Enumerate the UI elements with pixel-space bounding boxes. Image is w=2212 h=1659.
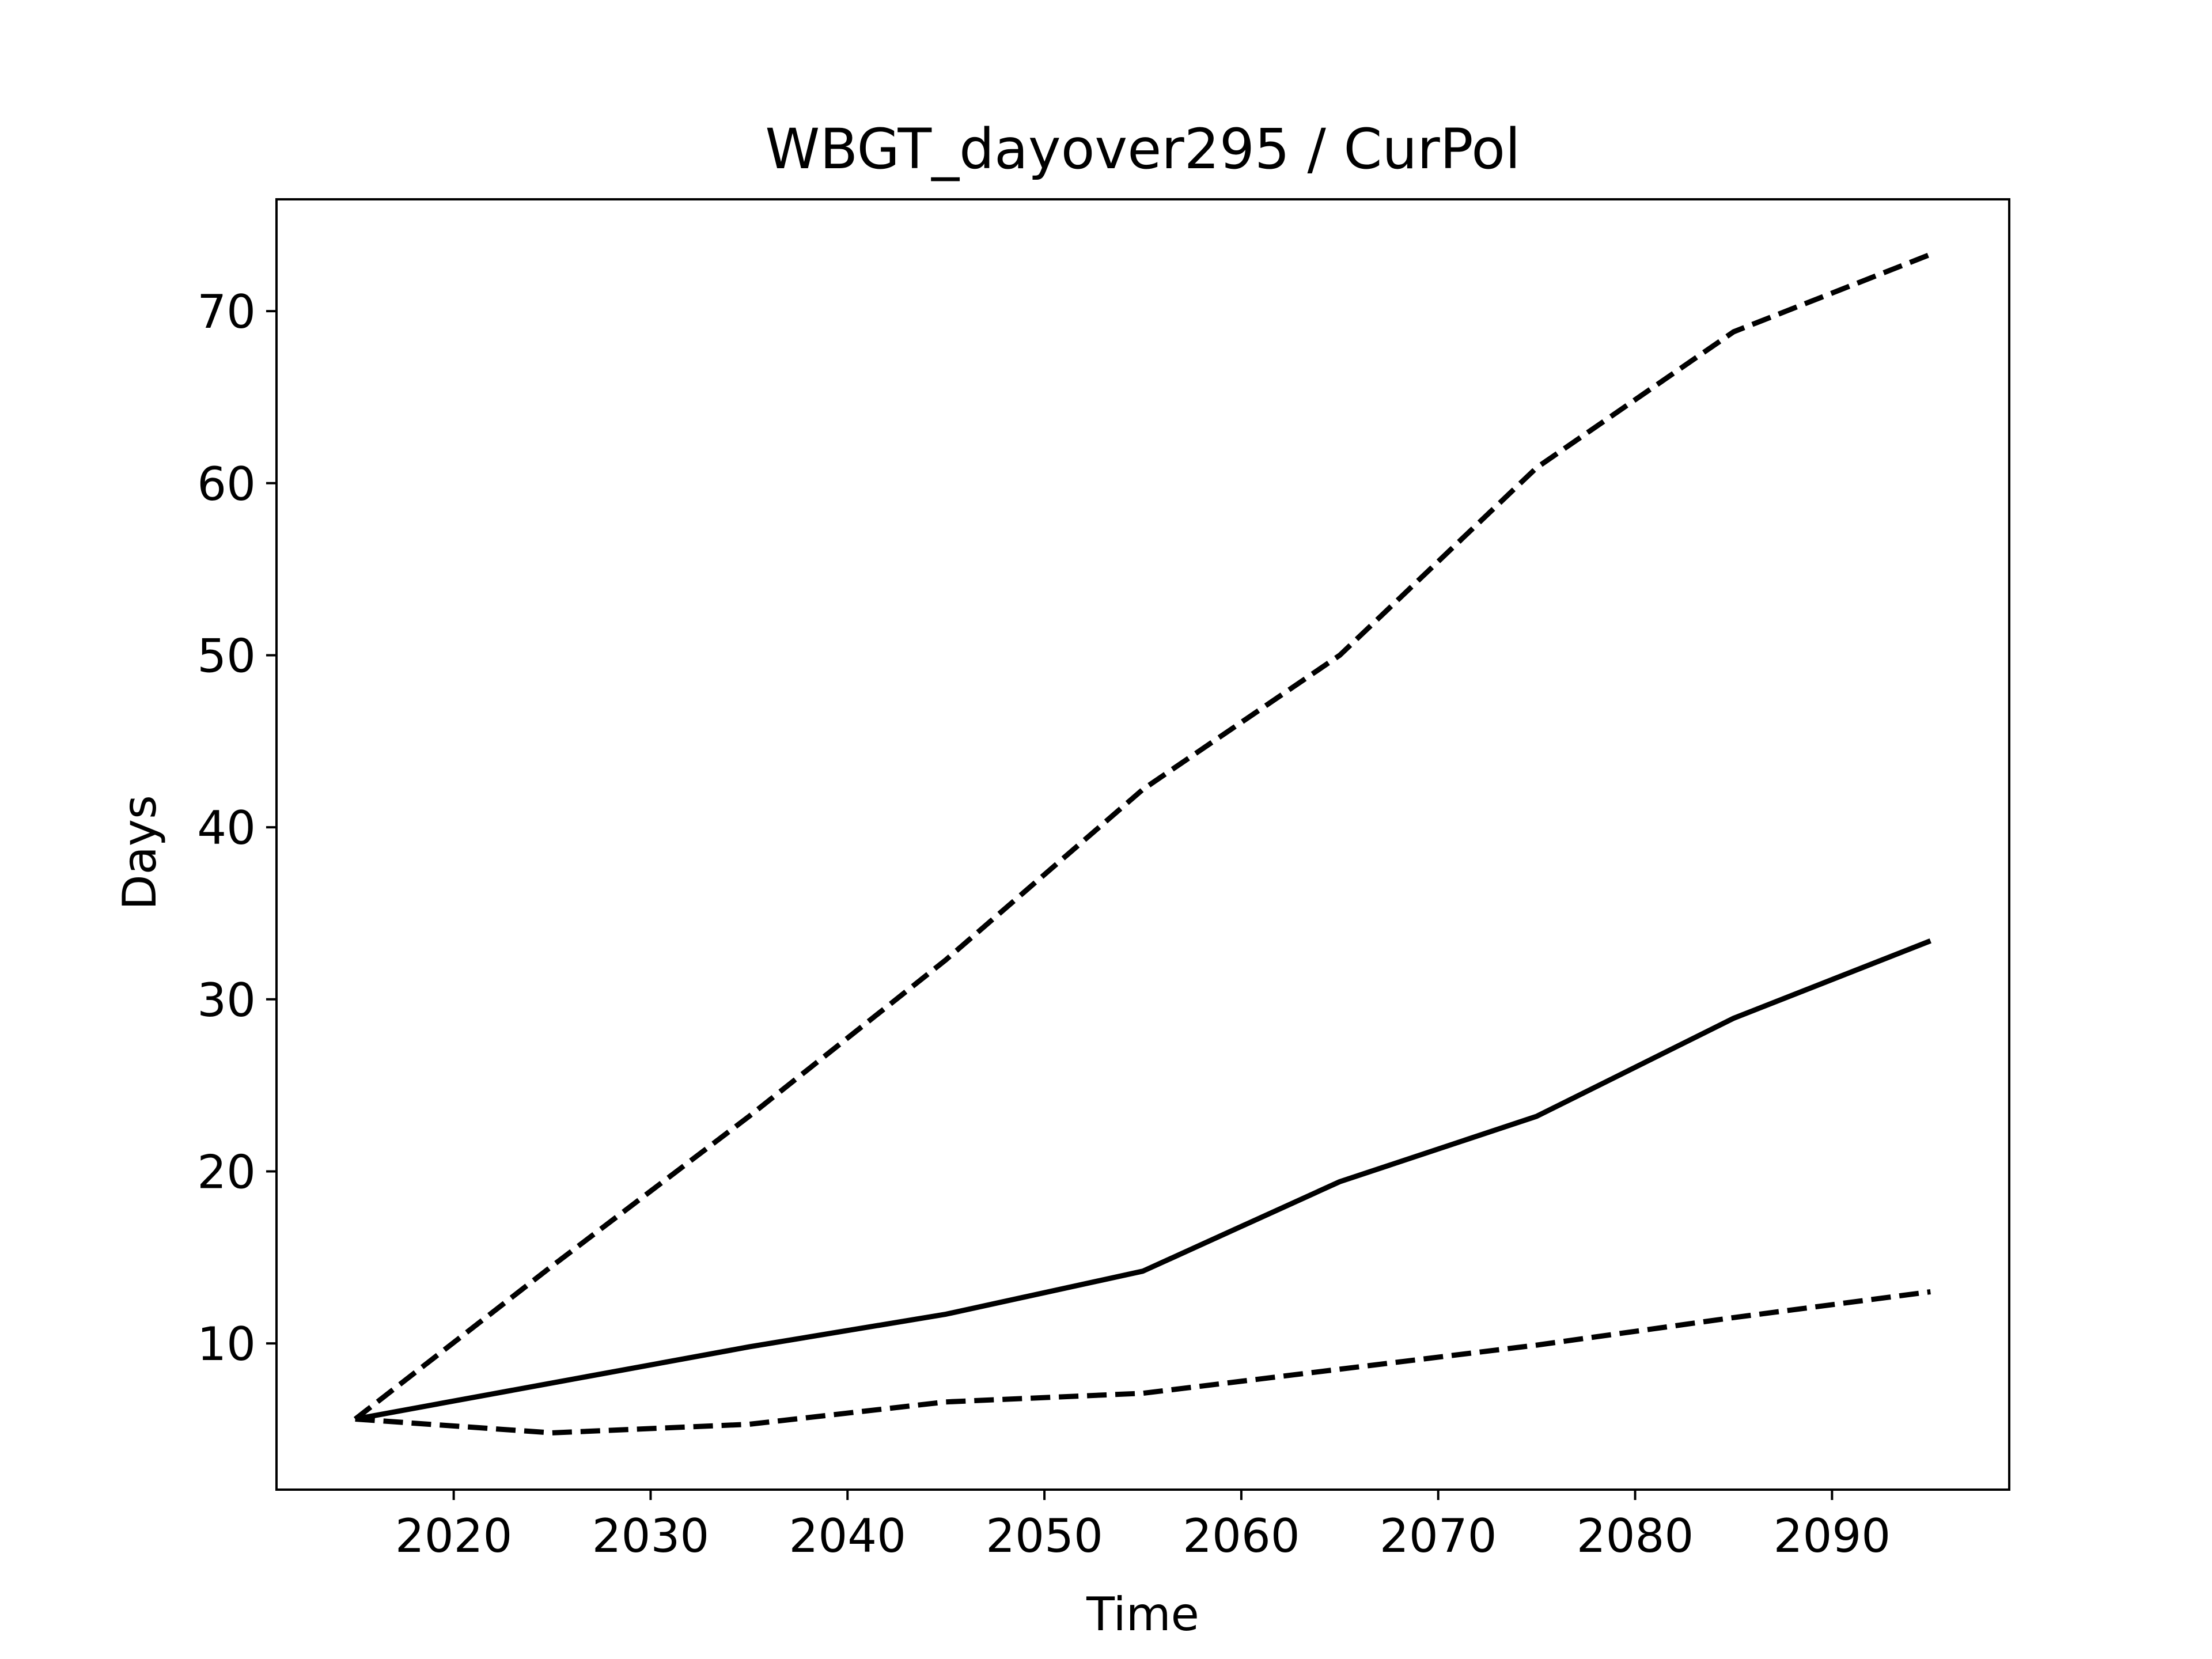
y-tick-label: 20 <box>197 1145 256 1199</box>
x-tick-label: 2020 <box>395 1509 513 1563</box>
series-line-2-solid <box>354 938 1931 1422</box>
y-tick-label: 10 <box>197 1317 256 1371</box>
y-axis: 10 20 30 40 50 60 70 <box>197 285 276 1371</box>
y-tick-label: 50 <box>197 629 256 683</box>
x-tick-label: 2080 <box>1577 1509 1694 1563</box>
x-tick-label: 2090 <box>1774 1509 1891 1563</box>
x-tick-label: 2050 <box>986 1509 1103 1563</box>
x-tick-label: 2070 <box>1380 1509 1497 1563</box>
series-line-3-dashed <box>355 1289 1931 1435</box>
series-line-1-dashed <box>353 252 1931 1422</box>
x-axis: 2020 2030 2040 2050 2060 2070 2080 2090 <box>395 1490 1891 1563</box>
chart-title: WBGT_dayover295 / CurPol <box>765 117 1520 181</box>
y-tick-label: 60 <box>197 457 256 511</box>
y-axis-title: Days <box>113 795 166 910</box>
y-tick-label: 30 <box>197 974 256 1027</box>
y-tick-label: 70 <box>197 285 256 339</box>
x-tick-label: 2030 <box>592 1509 710 1563</box>
y-tick-label: 40 <box>197 801 256 855</box>
x-axis-title: Time <box>1086 1588 1199 1641</box>
plot-frame <box>275 198 2010 1491</box>
series-group <box>353 252 1931 1435</box>
x-tick-label: 2040 <box>789 1509 906 1563</box>
x-tick-label: 2060 <box>1183 1509 1300 1563</box>
